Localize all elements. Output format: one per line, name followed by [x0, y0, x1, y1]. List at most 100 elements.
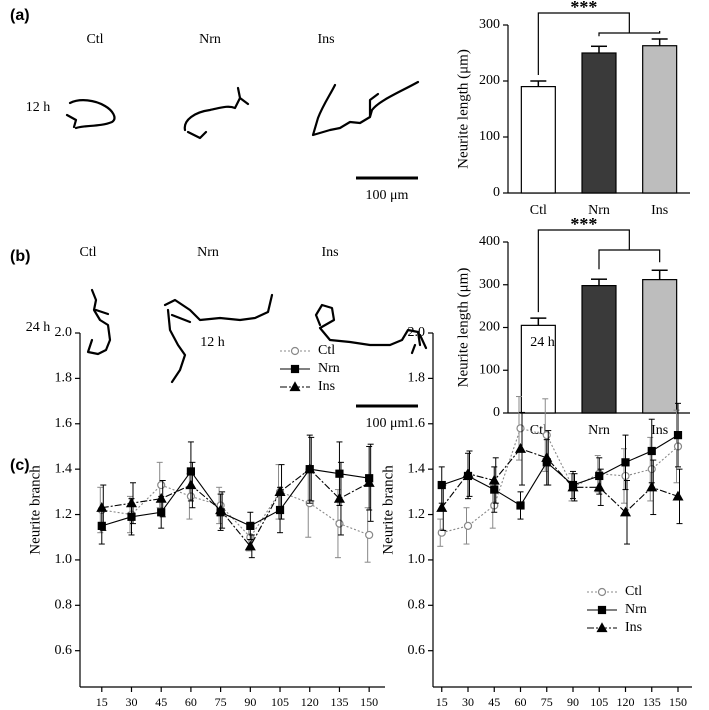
- point: [436, 502, 448, 512]
- legend-label: Ctl: [625, 584, 642, 599]
- y-tick-label: 0.8: [408, 598, 426, 613]
- condition-label: Nrn: [197, 245, 219, 260]
- scale-bar-label: 100 μm: [366, 416, 409, 431]
- point: [290, 346, 300, 356]
- y-tick-label: 0.8: [55, 598, 73, 613]
- point: [275, 505, 285, 515]
- point: [215, 504, 227, 515]
- significance-bracket: [537, 229, 661, 313]
- legend-label: Nrn: [318, 361, 340, 376]
- x-tick-label: 45: [155, 695, 167, 709]
- point: [596, 622, 608, 633]
- x-tick-label: 120: [617, 695, 635, 709]
- series-line: [101, 484, 370, 539]
- y-tick-label: 1.8: [408, 371, 426, 386]
- y-axis-label: Neurite length (μm): [455, 268, 471, 388]
- point: [335, 519, 344, 528]
- x-tick-label: Nrn: [588, 203, 610, 218]
- y-tick-label: 1.6: [55, 416, 73, 431]
- x-tick-label: 90: [244, 695, 256, 709]
- row-label: 12 h: [26, 100, 51, 115]
- y-tick-label: 1.0: [55, 552, 73, 567]
- point: [96, 502, 108, 512]
- y-tick-label: 1.4: [55, 461, 73, 476]
- series-line: [441, 448, 679, 514]
- x-tick-label: 120: [301, 695, 319, 709]
- point: [437, 528, 446, 537]
- point: [673, 431, 683, 440]
- point: [462, 467, 474, 478]
- series-line: [441, 427, 679, 534]
- x-tick-label: 135: [330, 695, 348, 709]
- point: [490, 485, 499, 494]
- x-tick-label: 30: [125, 695, 137, 709]
- x-tick-label: 90: [567, 695, 579, 709]
- point: [619, 506, 632, 517]
- condition-label: Nrn: [199, 32, 221, 47]
- y-tick-label: 200: [479, 73, 500, 88]
- y-axis-label: Neurite branch: [380, 465, 396, 555]
- x-tick-label: Ins: [651, 203, 668, 218]
- legend-label: Ctl: [318, 343, 335, 358]
- x-tick-label: Ins: [651, 423, 668, 438]
- x-tick-label: 30: [462, 695, 474, 709]
- point: [246, 521, 255, 530]
- condition-label: Ctl: [79, 245, 96, 260]
- point: [244, 540, 256, 551]
- point: [621, 458, 630, 467]
- x-tick-label: 150: [669, 695, 687, 709]
- x-tick-label: 60: [515, 695, 527, 709]
- y-tick-label: 1.2: [55, 507, 73, 522]
- x-tick-label: 105: [590, 695, 608, 709]
- y-tick-label: 400: [479, 234, 500, 249]
- row-label: 24 h: [26, 320, 51, 335]
- legend-label: Ins: [318, 379, 335, 394]
- chart-title: 12 h: [200, 335, 225, 350]
- y-tick-label: 1.4: [408, 461, 426, 476]
- point: [157, 508, 166, 517]
- series-line: [101, 468, 370, 527]
- chart-title: 24 h: [530, 335, 555, 350]
- y-tick-label: 0.6: [408, 643, 426, 658]
- point: [186, 467, 196, 476]
- y-tick-label: 1.0: [408, 552, 426, 567]
- x-tick-label: 60: [185, 695, 197, 709]
- x-tick-label: 135: [643, 695, 661, 709]
- panel-label: (a): [10, 7, 30, 24]
- point: [516, 501, 525, 510]
- point: [97, 521, 106, 530]
- point: [646, 481, 658, 492]
- point: [542, 431, 551, 440]
- y-tick-label: 0: [493, 185, 500, 200]
- significance-label: ***: [570, 214, 597, 234]
- y-axis-label: Neurite branch: [27, 465, 43, 555]
- x-tick-label: 45: [488, 695, 500, 709]
- panel-label: (b): [10, 248, 30, 265]
- legend-label: Nrn: [625, 602, 647, 617]
- point: [595, 471, 604, 481]
- x-tick-label: Ctl: [530, 203, 547, 218]
- point: [593, 481, 605, 492]
- point: [463, 521, 473, 530]
- point: [335, 469, 344, 478]
- series-line: [101, 468, 370, 548]
- point: [514, 443, 527, 453]
- y-tick-label: 1.6: [408, 416, 426, 431]
- point: [333, 492, 345, 503]
- point: [488, 474, 500, 485]
- panel-label: (c): [10, 457, 30, 474]
- x-tick-label: 75: [541, 695, 553, 709]
- bar: [642, 279, 678, 414]
- significance-bracket: [537, 12, 661, 75]
- point: [185, 479, 197, 490]
- point: [157, 480, 166, 490]
- condition-label: Ctl: [86, 32, 103, 47]
- y-tick-label: 1.8: [55, 371, 73, 386]
- x-tick-label: 15: [96, 695, 108, 709]
- point: [290, 364, 300, 374]
- neuron-tracings: [65, 80, 420, 140]
- neuron-tracings: [86, 288, 428, 384]
- x-tick-label: 105: [271, 695, 289, 709]
- condition-label: Ins: [321, 245, 338, 260]
